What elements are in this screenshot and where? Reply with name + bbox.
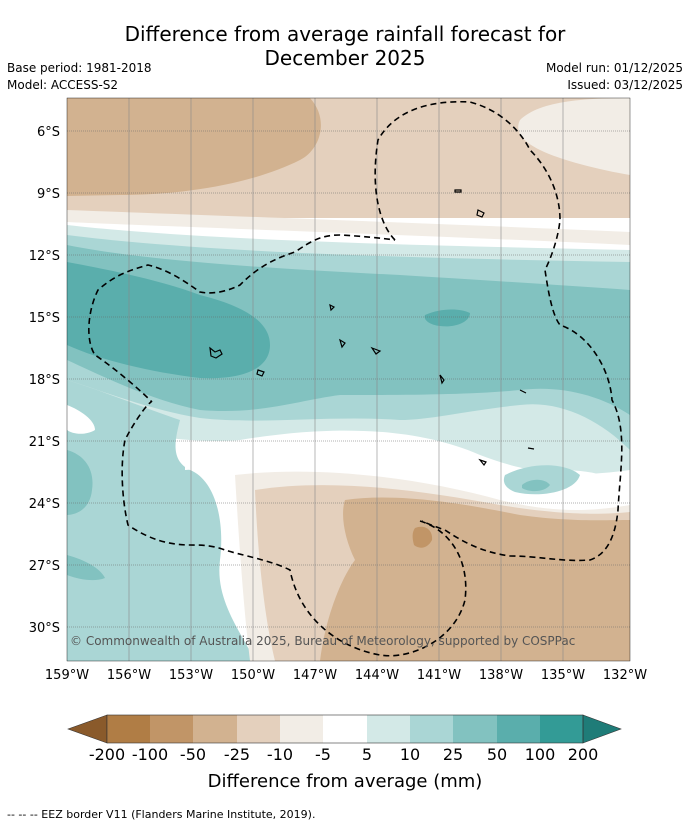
lon-label: 150°W — [231, 668, 275, 683]
colorbar-swatch — [410, 715, 453, 743]
colorbar-label: -50 — [179, 745, 207, 764]
lat-label: 6°S — [37, 125, 60, 140]
lon-label: 159°W — [45, 668, 89, 683]
colorbar-title: Difference from average (mm) — [207, 771, 483, 792]
lat-label: 18°S — [29, 373, 60, 388]
colorbar-label: -100 — [131, 745, 169, 764]
patch-wet-50-southwest — [67, 555, 105, 581]
eez-legend: -- -- -- EEZ border V11 (Flanders Marine… — [7, 808, 316, 821]
meta-left: Base period: 1981-2018 Model: ACCESS-S2 — [7, 60, 152, 94]
lat-axis: 6°S 9°S 12°S 15°S 18°S 21°S 24°S 27°S 30… — [29, 125, 60, 636]
colorbar-label: -10 — [266, 745, 294, 764]
lon-label: 156°W — [107, 668, 151, 683]
lat-label: 12°S — [29, 249, 60, 264]
colorbar-extend-dry — [67, 714, 108, 744]
map-title-line1: Difference from average rainfall forecas… — [124, 22, 566, 46]
lon-label: 132°W — [603, 668, 647, 683]
band-wet-100 — [67, 262, 270, 379]
band-dry-10-north — [67, 210, 630, 245]
island-tahiti — [256, 369, 265, 377]
meta-right: Model run: 01/12/2025 Issued: 03/12/2025 — [546, 60, 683, 94]
colorbar-swatch — [367, 715, 410, 743]
copyright-text: © Commonwealth of Australia 2025, Bureau… — [70, 634, 575, 648]
island-tuamotu — [370, 346, 382, 355]
model-name: Model: ACCESS-S2 — [7, 78, 119, 92]
island-tuamotu — [439, 374, 445, 385]
lon-label: 135°W — [541, 668, 585, 683]
eez-border-french-polynesia — [88, 234, 467, 657]
islands — [209, 189, 535, 467]
island-tuamotu — [339, 338, 346, 349]
colorbar-label: 50 — [486, 745, 508, 764]
island-gambier — [478, 458, 487, 467]
model-run: Model run: 01/12/2025 — [545, 61, 683, 75]
lon-label: 144°W — [355, 668, 399, 683]
map-plot-area: © Commonwealth of Australia 2025, Bureau… — [67, 98, 630, 661]
colorbar-label: -25 — [223, 745, 251, 764]
region-dry-50-south — [320, 497, 630, 661]
colorbar-label: 5 — [361, 745, 373, 764]
patch-white-west — [67, 405, 95, 434]
colorbar-extend-wet — [582, 714, 622, 744]
region-wet-25-southwest — [67, 380, 255, 661]
island-society — [209, 346, 223, 359]
colorbar-swatch — [237, 715, 280, 743]
lat-label: 15°S — [29, 311, 60, 326]
colorbar-label: -5 — [315, 745, 331, 764]
issued-date: Issued: 03/12/2025 — [567, 78, 683, 92]
lon-label: 141°W — [417, 668, 461, 683]
eez-border — [88, 100, 623, 657]
patch-wet-50-east — [522, 479, 550, 492]
colorbar-swatch — [497, 715, 540, 743]
colorbar-swatch — [540, 715, 583, 743]
lat-label: 24°S — [29, 497, 60, 512]
map-meridians — [128, 98, 564, 661]
colorbar-label: -200 — [88, 745, 126, 764]
base-period: Base period: 1981-2018 — [7, 61, 152, 75]
colorbar-swatch — [453, 715, 497, 743]
band-dry-10-northeast — [518, 98, 630, 175]
colorbar — [67, 714, 622, 744]
island-marquesas — [476, 209, 485, 218]
map-title: Difference from average rainfall forecas… — [0, 22, 690, 70]
island-gambier — [527, 447, 535, 450]
island-marquesas — [454, 189, 462, 193]
colorbar-swatch — [280, 715, 323, 743]
island-tuamotu — [329, 303, 336, 312]
lat-label: 27°S — [29, 559, 60, 574]
colorbar-label: 10 — [399, 745, 421, 764]
lat-label: 21°S — [29, 435, 60, 450]
patch-wet-100-east — [424, 309, 470, 327]
colorbar-outline — [106, 714, 584, 744]
colorbar-label: 200 — [567, 745, 599, 764]
patch-dry-100-south — [412, 526, 433, 548]
island-tuamotu-east — [519, 389, 527, 394]
lon-label: 147°W — [293, 668, 337, 683]
colorbar-label: 25 — [442, 745, 464, 764]
lon-label: 138°W — [479, 668, 523, 683]
map-title-line2: December 2025 — [264, 46, 426, 70]
patch-wet-50-west — [67, 450, 93, 515]
map-frame — [66, 97, 631, 662]
lon-label: 153°W — [169, 668, 213, 683]
lat-label: 9°S — [37, 187, 60, 202]
colorbar-swatch — [193, 715, 237, 743]
colorbar-swatch — [323, 715, 367, 743]
colorbar-label: 100 — [524, 745, 556, 764]
lat-label: 30°S — [29, 621, 60, 636]
lon-axis: 159°W 156°W 153°W 150°W 147°W 144°W 141°… — [45, 668, 647, 683]
colorbar-swatch — [150, 715, 193, 743]
band-dry-50-north — [67, 98, 321, 196]
colorbar-swatch — [107, 715, 150, 743]
